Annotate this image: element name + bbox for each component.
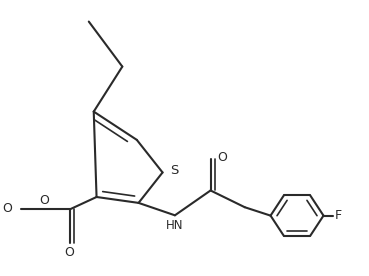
Text: F: F (335, 209, 342, 222)
Text: O: O (2, 202, 12, 215)
Text: O: O (217, 151, 227, 164)
Text: HN: HN (165, 219, 183, 232)
Text: O: O (64, 246, 74, 259)
Text: S: S (170, 164, 178, 177)
Text: O: O (39, 193, 49, 207)
